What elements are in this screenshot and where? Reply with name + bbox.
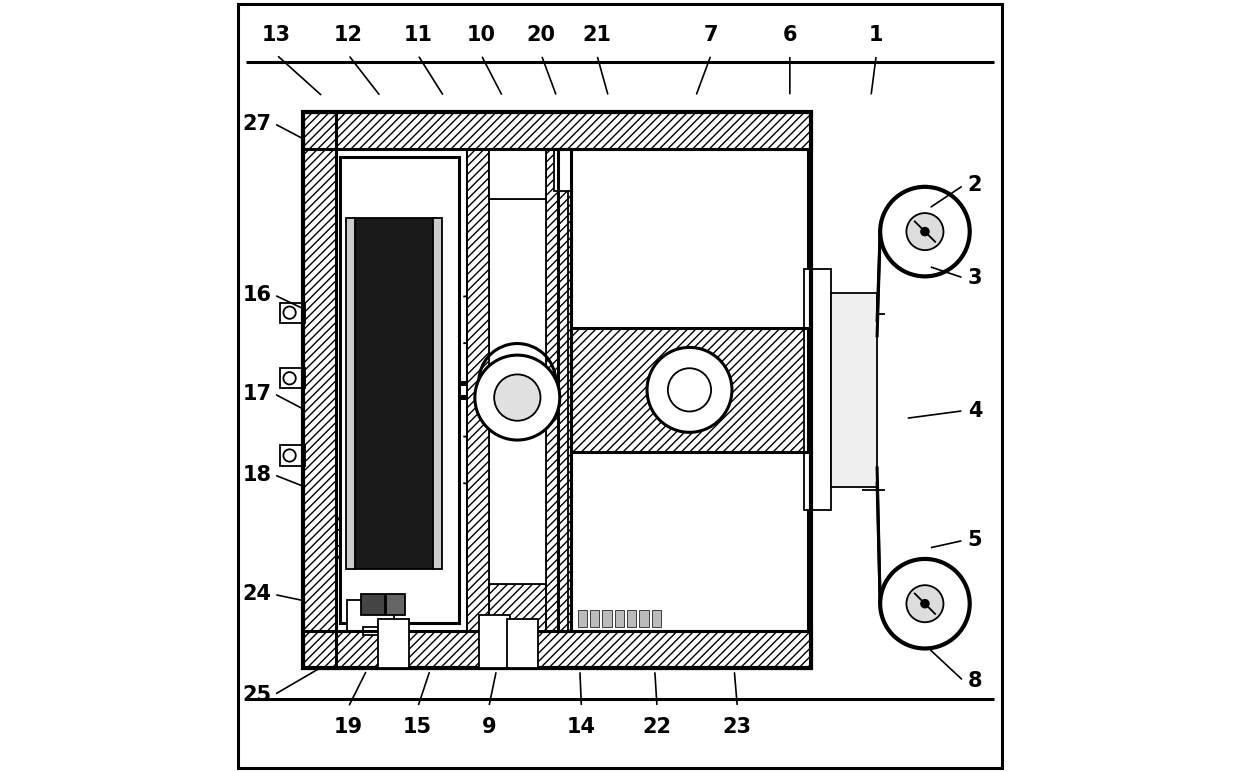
Bar bbox=[361, 594, 384, 615]
Bar bbox=[572, 328, 807, 452]
Text: 1: 1 bbox=[869, 25, 884, 45]
Bar bbox=[304, 631, 811, 668]
Bar bbox=[280, 445, 305, 466]
Bar bbox=[304, 631, 811, 668]
Bar bbox=[363, 627, 382, 635]
Text: 13: 13 bbox=[262, 25, 291, 45]
Text: 24: 24 bbox=[243, 584, 272, 604]
Circle shape bbox=[880, 559, 970, 648]
Circle shape bbox=[647, 347, 732, 432]
Text: 10: 10 bbox=[466, 25, 496, 45]
Bar bbox=[559, 149, 570, 631]
Bar bbox=[572, 328, 807, 452]
Bar bbox=[578, 610, 587, 627]
Text: 4: 4 bbox=[968, 401, 982, 421]
Text: 19: 19 bbox=[334, 717, 363, 737]
Bar bbox=[489, 149, 546, 199]
Bar bbox=[481, 618, 507, 666]
Circle shape bbox=[921, 228, 929, 235]
Bar bbox=[467, 149, 489, 631]
Circle shape bbox=[906, 585, 944, 622]
Text: 8: 8 bbox=[968, 671, 982, 691]
Text: 23: 23 bbox=[723, 717, 751, 737]
Text: 22: 22 bbox=[642, 717, 672, 737]
Bar bbox=[546, 149, 568, 631]
Text: 16: 16 bbox=[243, 285, 272, 305]
Bar bbox=[353, 218, 435, 569]
Text: 12: 12 bbox=[334, 25, 363, 45]
Text: 3: 3 bbox=[968, 268, 982, 288]
Circle shape bbox=[668, 368, 711, 411]
Circle shape bbox=[475, 355, 559, 440]
Bar bbox=[304, 112, 336, 668]
Text: 20: 20 bbox=[527, 25, 556, 45]
Text: 18: 18 bbox=[243, 465, 272, 485]
Bar bbox=[507, 619, 538, 668]
Bar bbox=[603, 610, 611, 627]
Text: 7: 7 bbox=[704, 25, 718, 45]
Bar bbox=[479, 615, 510, 668]
Bar bbox=[489, 584, 546, 631]
Bar bbox=[340, 157, 460, 623]
Bar bbox=[467, 149, 489, 631]
Circle shape bbox=[284, 449, 296, 462]
Bar bbox=[280, 368, 305, 388]
Text: 15: 15 bbox=[403, 717, 433, 737]
Circle shape bbox=[906, 213, 944, 250]
Bar bbox=[304, 112, 336, 668]
Bar bbox=[347, 600, 394, 631]
Text: 14: 14 bbox=[567, 717, 596, 737]
Bar bbox=[553, 149, 570, 191]
Circle shape bbox=[284, 372, 296, 384]
Bar bbox=[558, 149, 570, 631]
Circle shape bbox=[495, 374, 541, 421]
Text: 27: 27 bbox=[243, 113, 272, 134]
Bar bbox=[304, 112, 811, 668]
Bar bbox=[304, 112, 811, 149]
Text: 11: 11 bbox=[403, 25, 433, 45]
Text: 17: 17 bbox=[243, 384, 272, 404]
Bar bbox=[652, 610, 661, 627]
Bar bbox=[615, 610, 624, 627]
Bar bbox=[556, 151, 569, 190]
Text: 9: 9 bbox=[481, 717, 496, 737]
Bar bbox=[378, 619, 409, 668]
Bar bbox=[489, 584, 546, 631]
Bar bbox=[467, 149, 568, 631]
Text: 5: 5 bbox=[967, 530, 982, 550]
Bar bbox=[546, 149, 568, 631]
Text: 2: 2 bbox=[968, 175, 982, 195]
Bar bbox=[489, 149, 546, 199]
Circle shape bbox=[284, 306, 296, 319]
Bar bbox=[590, 610, 599, 627]
Bar bbox=[572, 149, 807, 631]
Bar bbox=[831, 293, 877, 487]
Bar bbox=[386, 594, 405, 615]
Text: 6: 6 bbox=[782, 25, 797, 45]
Text: 25: 25 bbox=[243, 685, 272, 705]
Bar bbox=[627, 610, 636, 627]
Circle shape bbox=[492, 357, 542, 407]
Text: 21: 21 bbox=[583, 25, 611, 45]
Bar bbox=[640, 610, 649, 627]
Bar bbox=[433, 218, 443, 569]
Bar bbox=[280, 303, 305, 323]
Circle shape bbox=[880, 187, 970, 276]
Bar bbox=[346, 218, 355, 569]
Circle shape bbox=[921, 600, 929, 608]
Bar bbox=[304, 112, 811, 149]
Bar bbox=[804, 269, 831, 510]
